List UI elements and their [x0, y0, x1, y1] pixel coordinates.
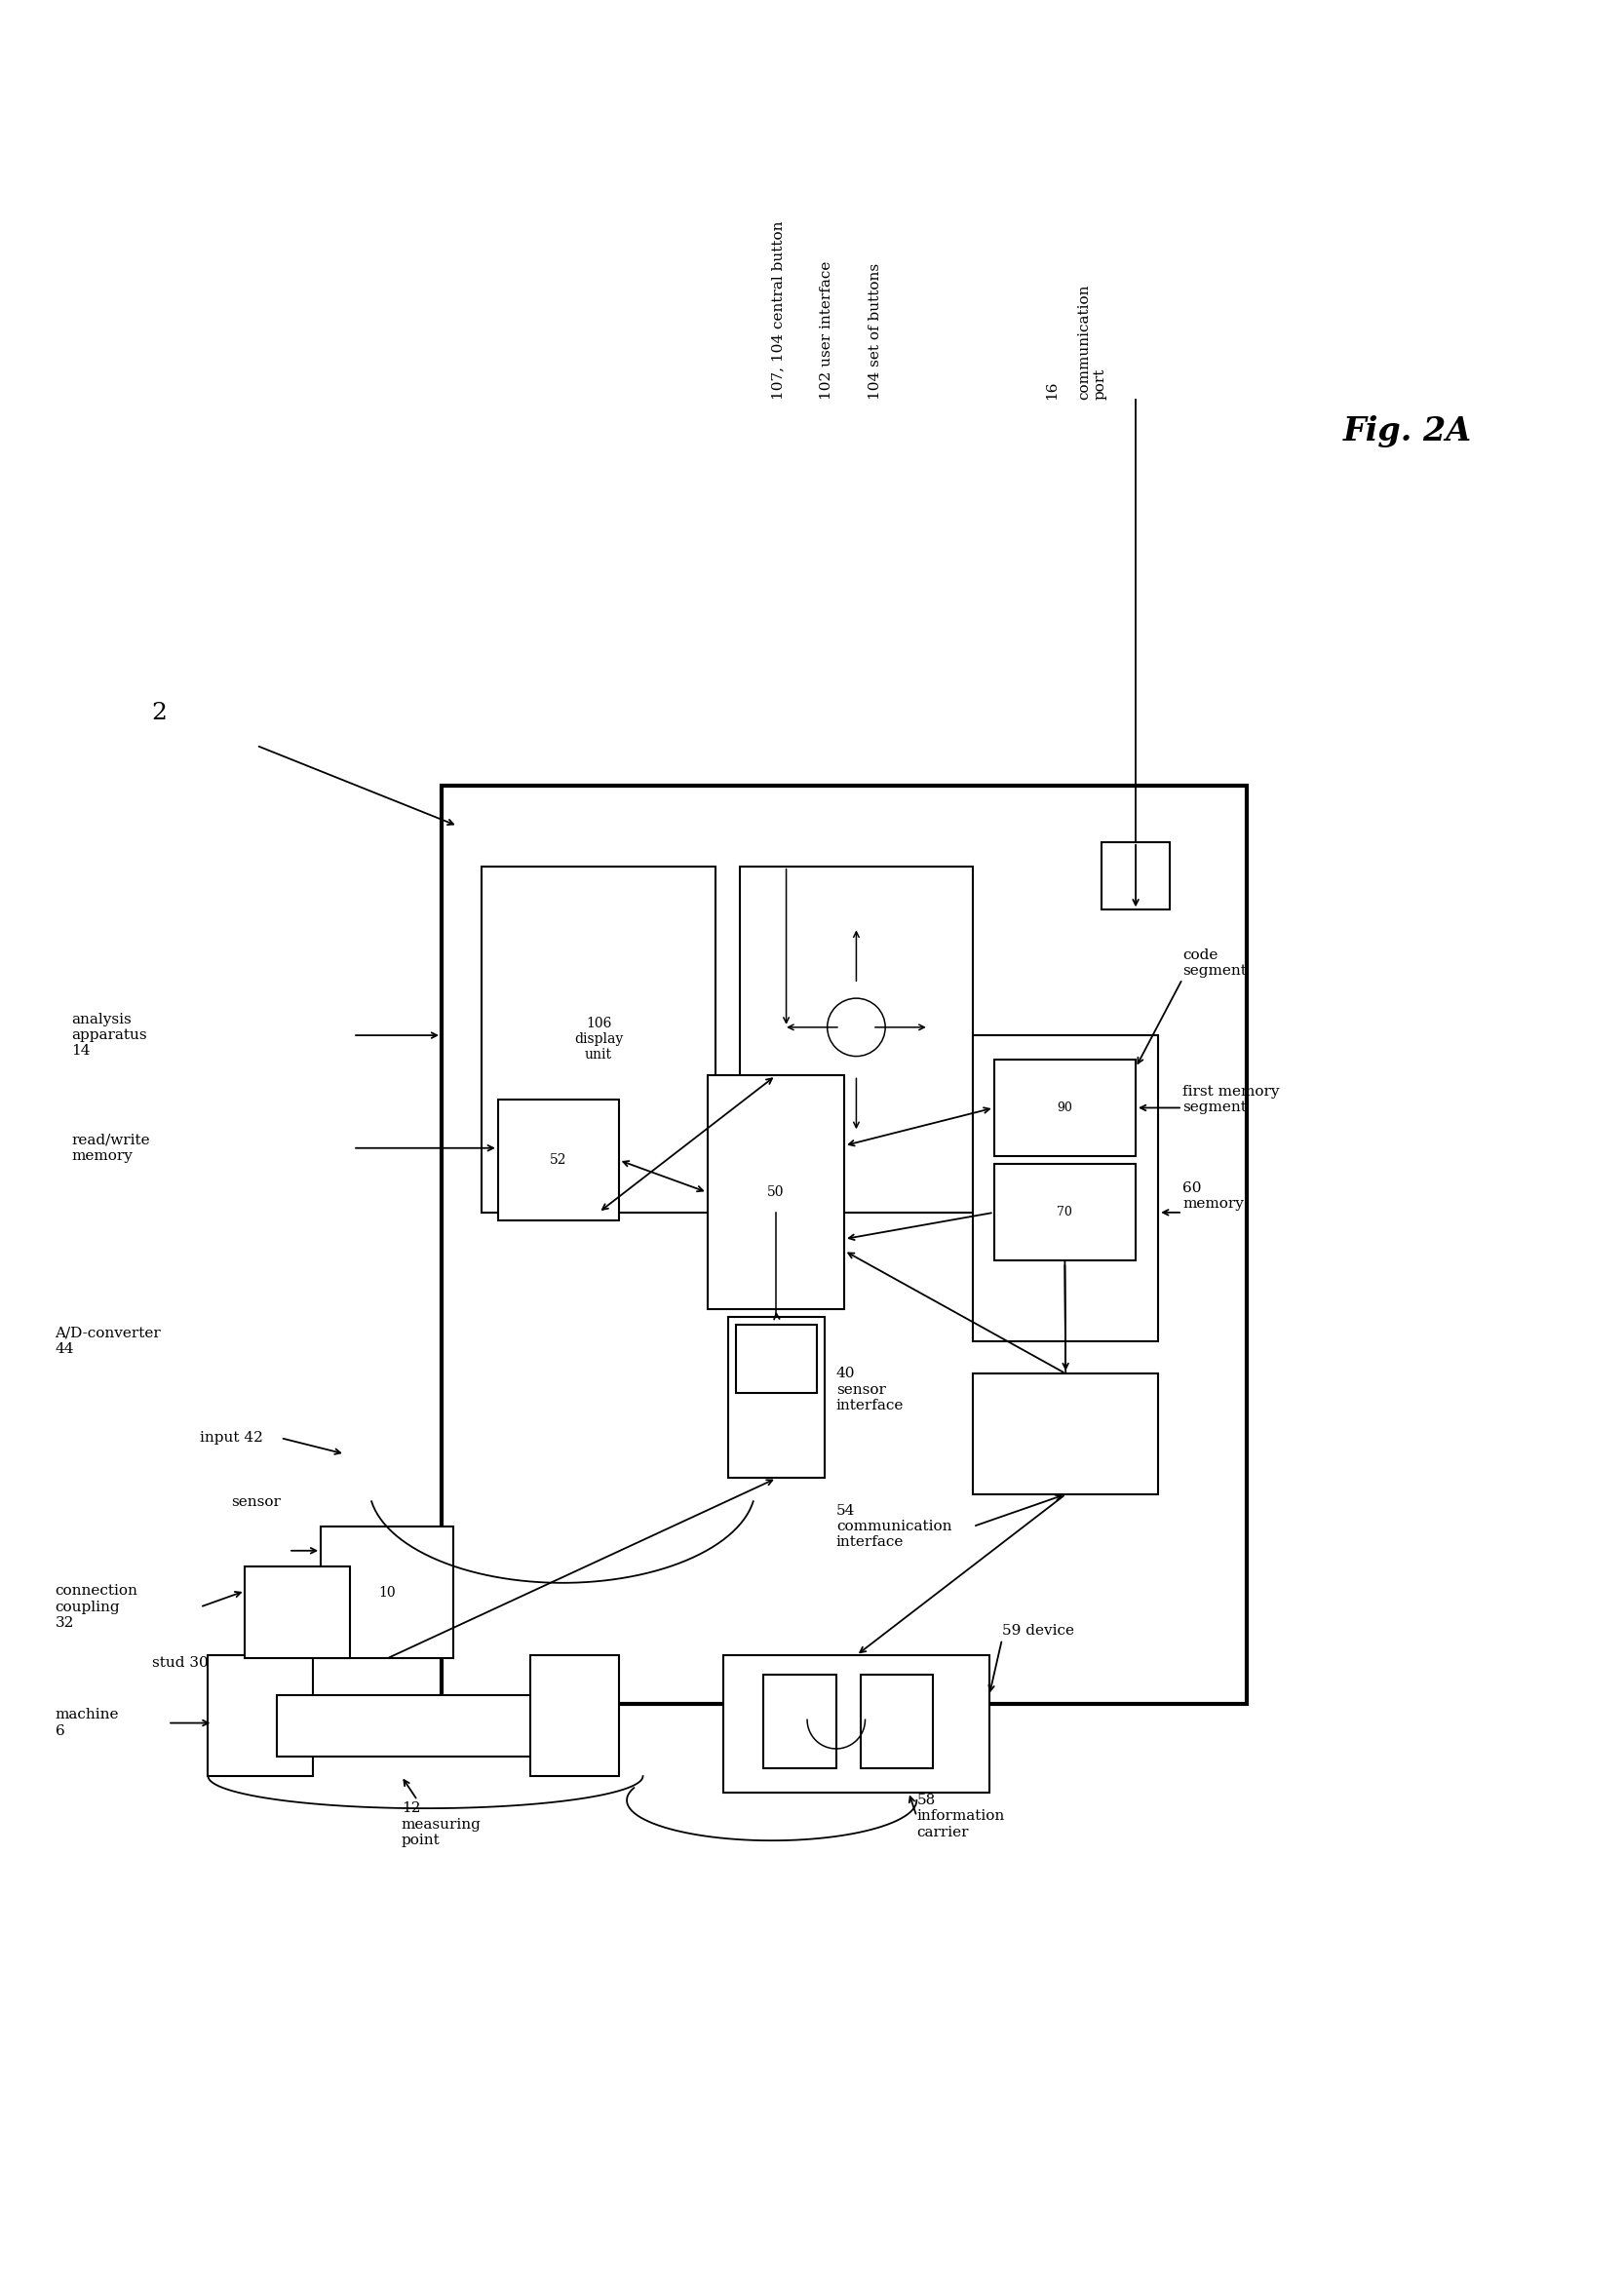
Text: 54
communication
interface: 54 communication interface — [836, 1505, 952, 1548]
Bar — [973, 1035, 1158, 1341]
Text: sensor: sensor — [231, 1496, 281, 1509]
Text: 106
display
unit: 106 display unit — [575, 1017, 624, 1062]
Text: A/D-converter
44: A/D-converter 44 — [55, 1327, 161, 1357]
Bar — [994, 1060, 1135, 1156]
Bar — [245, 1566, 349, 1658]
Text: machine
6: machine 6 — [55, 1708, 119, 1737]
Bar — [322, 1528, 453, 1658]
Text: 58
information
carrier: 58 information carrier — [916, 1794, 1005, 1840]
Text: connection
coupling
32: connection coupling 32 — [55, 1585, 138, 1630]
Text: 12
measuring
point: 12 measuring point — [401, 1801, 481, 1847]
Bar — [442, 787, 1247, 1703]
Text: Fig. 2A: Fig. 2A — [1343, 415, 1473, 447]
Text: 10: 10 — [378, 1585, 395, 1598]
Bar — [739, 866, 973, 1213]
Text: 70: 70 — [1057, 1206, 1072, 1220]
Bar — [861, 1676, 932, 1767]
Text: stud 30: stud 30 — [151, 1658, 208, 1671]
Bar — [763, 1676, 836, 1767]
Text: 2: 2 — [151, 702, 167, 725]
Text: 16: 16 — [1046, 381, 1059, 399]
Bar — [278, 1696, 551, 1758]
Text: code
segment: code segment — [1182, 948, 1247, 978]
Text: 90: 90 — [1057, 1101, 1072, 1115]
Text: 107, 104 central button: 107, 104 central button — [771, 221, 786, 399]
Bar — [499, 1099, 619, 1220]
Text: read/write
memory: read/write memory — [71, 1133, 149, 1163]
Text: 102 user interface: 102 user interface — [820, 260, 833, 399]
Text: 50: 50 — [767, 1186, 784, 1199]
Bar — [208, 1655, 313, 1776]
Text: 59 device: 59 device — [1002, 1623, 1073, 1637]
Text: 60
memory: 60 memory — [1182, 1181, 1244, 1211]
Text: 52: 52 — [551, 1154, 567, 1167]
Bar — [723, 1655, 989, 1792]
Bar — [994, 1165, 1135, 1261]
Bar — [1101, 841, 1169, 910]
Bar — [973, 1373, 1158, 1493]
Text: 104 set of buttons: 104 set of buttons — [869, 262, 882, 399]
Bar — [482, 866, 716, 1213]
Text: communication
port: communication port — [1078, 283, 1108, 399]
Text: 40
sensor
interface: 40 sensor interface — [836, 1368, 905, 1411]
Text: input 42: input 42 — [200, 1432, 263, 1446]
Text: analysis
apparatus
14: analysis apparatus 14 — [71, 1012, 146, 1058]
Text: first memory
segment: first memory segment — [1182, 1085, 1280, 1115]
Bar — [728, 1318, 825, 1477]
Bar — [708, 1076, 844, 1309]
Bar — [529, 1655, 619, 1776]
Bar — [736, 1325, 817, 1393]
